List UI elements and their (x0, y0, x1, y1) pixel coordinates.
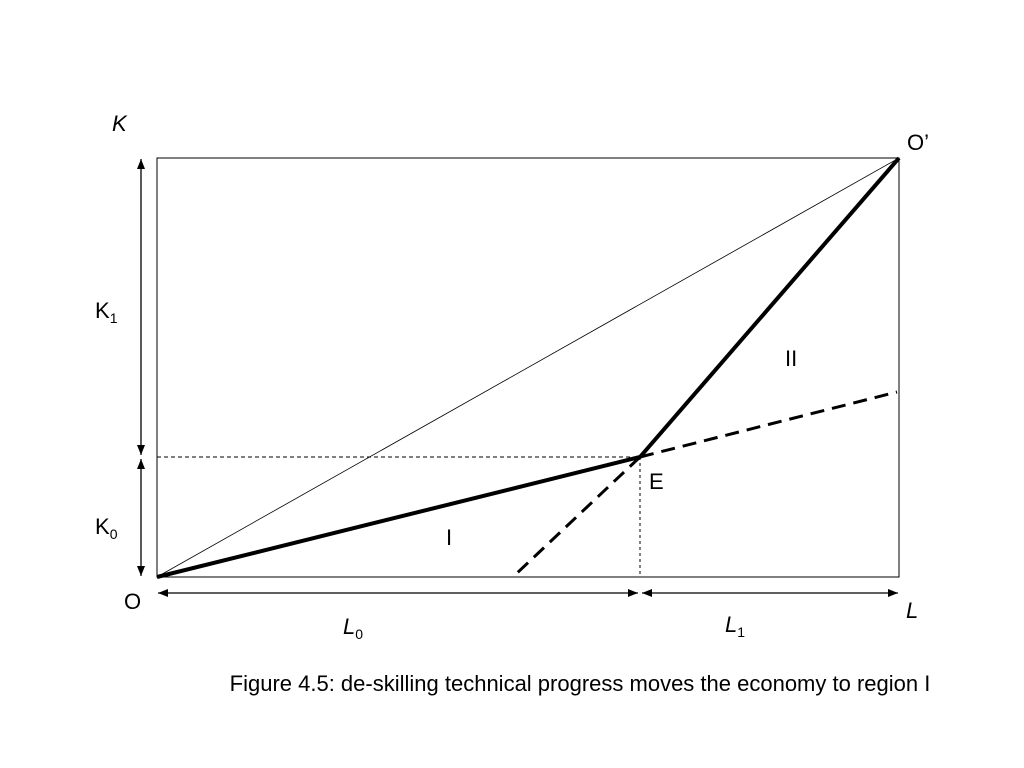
region-i: I (446, 525, 452, 550)
l1-base: L (725, 612, 737, 637)
box (156, 157, 900, 578)
k1-sub: 1 (110, 310, 118, 326)
k1-label: K1 (95, 298, 118, 326)
dashed-upper (639, 390, 898, 459)
l1-label: L1 (725, 612, 745, 640)
o-prime-label: O’ (907, 130, 929, 155)
l1-sub: 1 (737, 624, 745, 640)
k1-base: K (95, 298, 110, 323)
dashed-lower (513, 455, 642, 577)
l-axis-label: L (906, 598, 918, 623)
k0-base: K (95, 514, 110, 539)
o-label: O (124, 589, 141, 614)
region-ii: II (785, 346, 797, 371)
k-axis-label: K (112, 111, 128, 136)
l0-label: L0 (343, 614, 363, 642)
diagonal (156, 157, 900, 578)
boundary (156, 156, 901, 579)
e-label: E (649, 469, 664, 494)
k0-label: K0 (95, 514, 118, 542)
l0-base: L (343, 614, 355, 639)
l0-sub: 0 (355, 626, 363, 642)
k0-sub: 0 (110, 526, 118, 542)
caption: Figure 4.5: de-skilling technical progre… (230, 671, 931, 696)
